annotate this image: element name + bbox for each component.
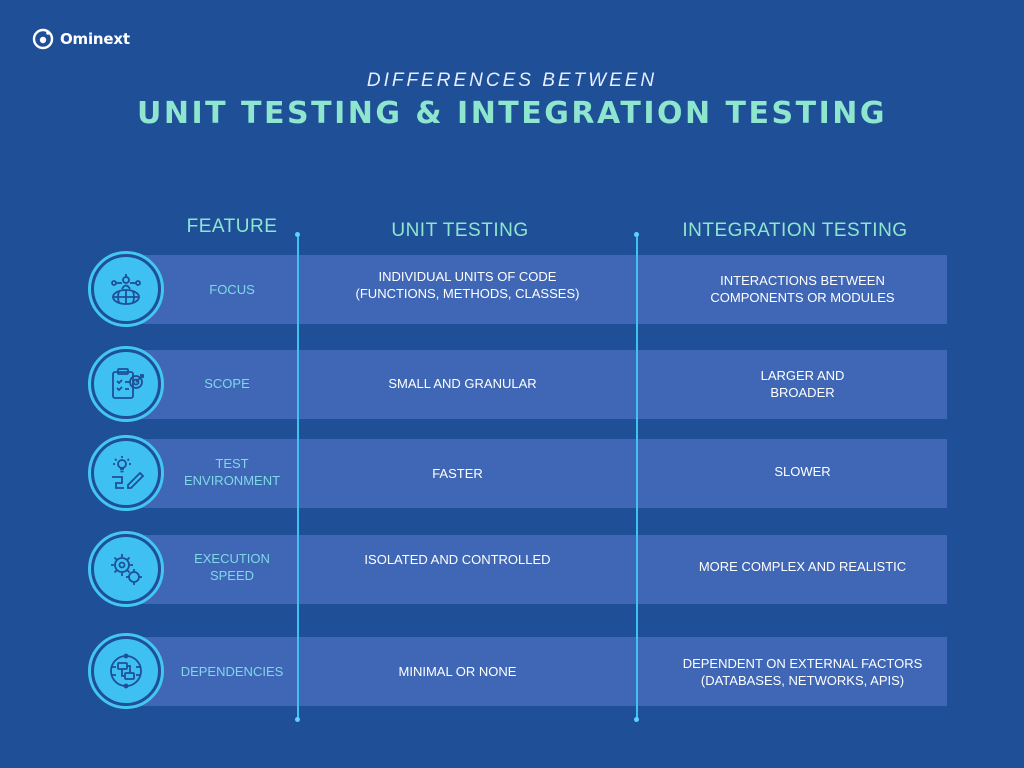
row-feature-scope: SCOPE	[204, 376, 250, 391]
row-icon-badge	[88, 531, 164, 607]
row-integration-test-environment: SLOWER	[774, 463, 831, 479]
ominext-logo-icon	[32, 28, 54, 50]
row-feature-execution-speed: EXECUTION SPEED	[194, 551, 270, 583]
row-feature-test-environment: TEST ENVIRONMENT	[183, 456, 281, 488]
row-icon-badge	[88, 251, 164, 327]
page-title: UNIT TESTING & INTEGRATION TESTING	[137, 96, 887, 131]
divider-dot-right-bottom	[634, 717, 639, 722]
row-icon-badge	[88, 435, 164, 511]
row-unit-dependencies: MINIMAL OR NONE	[398, 664, 517, 679]
row-band-scope	[125, 350, 947, 419]
row-integration-scope: LARGER AND BROADER	[760, 368, 845, 400]
clipboard-target-icon	[112, 368, 144, 399]
row-unit-execution-speed: ISOLATED AND CONTROLLED	[364, 551, 551, 567]
row-unit-scope: SMALL AND GRANULAR	[388, 376, 537, 391]
globe-network-icon	[111, 274, 141, 305]
brand-name: Ominext	[60, 30, 130, 48]
divider-dot-left-bottom	[295, 717, 300, 722]
divider-dot-right-top	[634, 232, 639, 237]
row-band-focus	[125, 255, 947, 324]
row-feature-focus: FOCUS	[209, 282, 255, 297]
brand-logo: Ominext	[32, 28, 130, 50]
workflow-icon	[110, 653, 142, 689]
row-icon-badge	[88, 346, 164, 422]
column-header-unit-testing: UNIT TESTING	[391, 220, 529, 241]
row-band-test-environment	[125, 439, 947, 508]
row-band-dependencies	[125, 637, 947, 706]
lightbulb-pencil-icon	[112, 456, 145, 489]
row-integration-focus: INTERACTIONS BETWEEN COMPONENTS OR MODUL…	[710, 273, 895, 305]
row-integration-execution-speed: MORE COMPLEX AND REALISTIC	[698, 558, 907, 574]
page-subtitle: DIFFERENCES BETWEEN	[366, 70, 658, 91]
row-feature-dependencies: DEPENDENCIES	[180, 664, 284, 679]
row-unit-focus: INDIVIDUAL UNITS OF CODE (FUNCTIONS, MET…	[355, 269, 580, 301]
gears-icon	[111, 554, 142, 585]
column-header-integration-testing: INTEGRATION TESTING	[682, 220, 908, 241]
row-unit-test-environment: FASTER	[432, 465, 483, 481]
divider-line-left	[297, 235, 299, 719]
row-icon-badge	[88, 633, 164, 709]
divider-dot-left-top	[295, 232, 300, 237]
divider-line-right	[636, 235, 638, 719]
row-band-execution-speed	[125, 535, 947, 604]
row-integration-dependencies: DEPENDENT ON EXTERNAL FACTORS (DATABASES…	[682, 656, 923, 688]
column-header-feature: FEATURE	[186, 216, 278, 237]
